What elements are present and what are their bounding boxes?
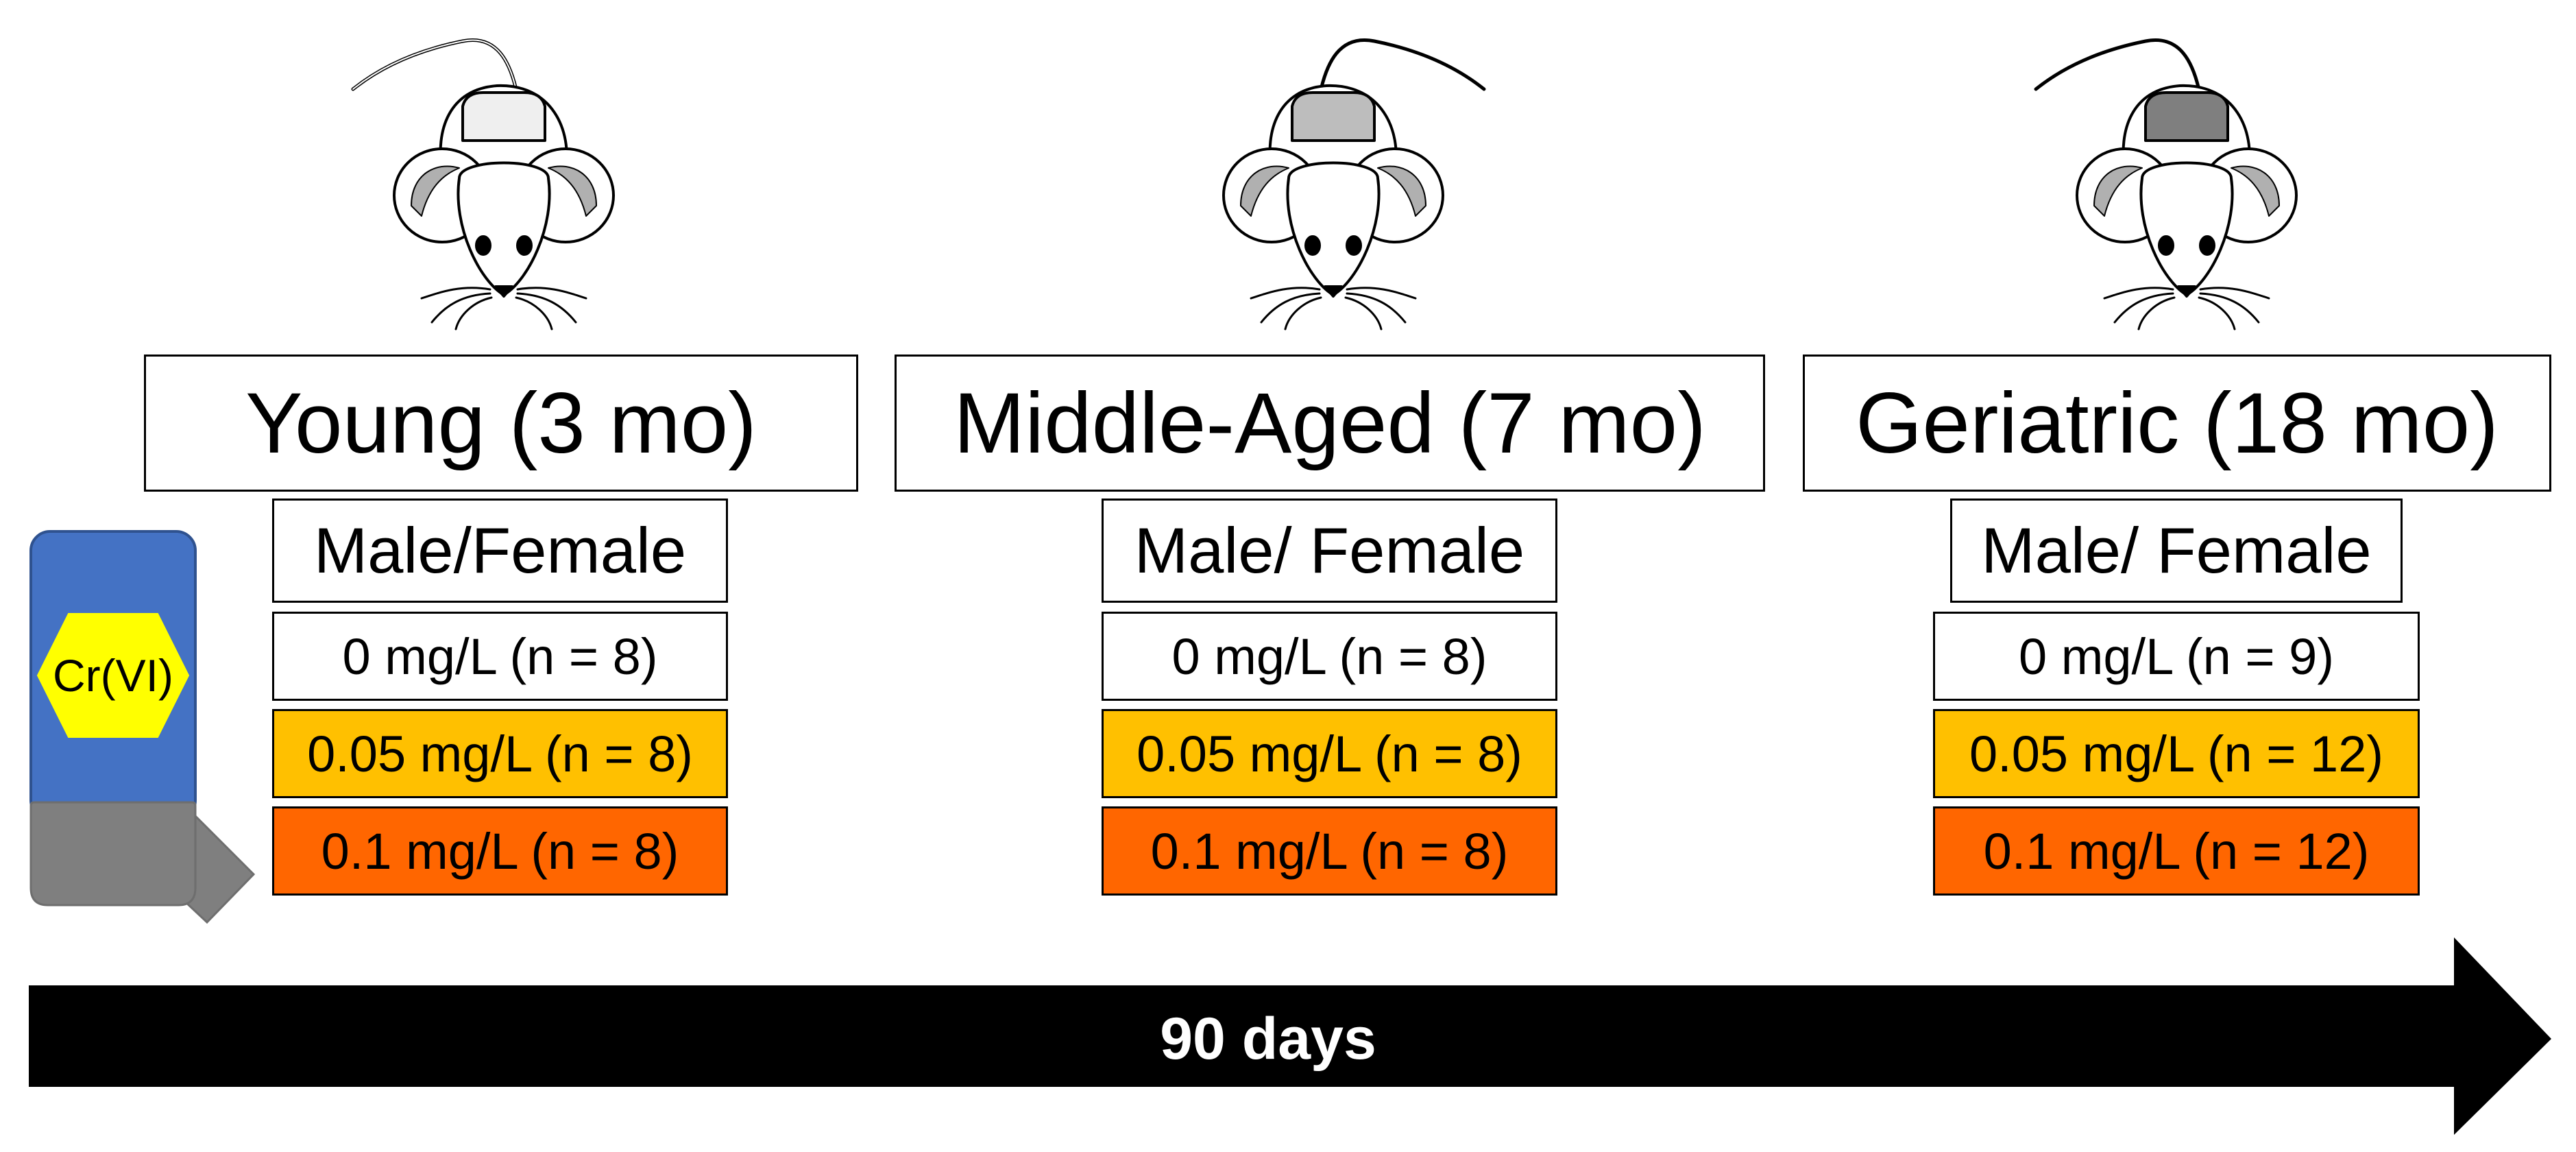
- dose-geriatric-low: 0.05 mg/L (n = 12): [1933, 709, 2420, 798]
- timeline-arrow-icon: [29, 937, 2551, 1135]
- bottle-label: Cr(VI): [53, 650, 173, 701]
- mouse-middle-aged-icon: [1222, 38, 1486, 331]
- dose-middle-aged-low: 0.05 mg/L (n = 8): [1102, 709, 1557, 798]
- group-title-middle-aged: Middle-Aged (7 mo): [895, 355, 1765, 492]
- sex-label-middle-aged: Male/ Female: [1102, 499, 1557, 603]
- dose-young-high: 0.1 mg/L (n = 8): [272, 806, 728, 896]
- water-bottle-icon: [29, 530, 256, 924]
- dose-middle-aged-high: 0.1 mg/L (n = 8): [1102, 806, 1557, 896]
- timeline-label: 90 days: [1160, 1005, 1376, 1072]
- mouse-geriatric-icon: [2034, 38, 2298, 331]
- dose-middle-aged-control: 0 mg/L (n = 8): [1102, 612, 1557, 701]
- sex-label-geriatric: Male/ Female: [1950, 499, 2403, 603]
- group-title-geriatric: Geriatric (18 mo): [1803, 355, 2551, 492]
- dose-young-control: 0 mg/L (n = 8): [272, 612, 728, 701]
- mouse-young-icon: [351, 38, 615, 331]
- dose-geriatric-control: 0 mg/L (n = 9): [1933, 612, 2420, 701]
- dose-geriatric-high: 0.1 mg/L (n = 12): [1933, 806, 2420, 896]
- group-title-young: Young (3 mo): [144, 355, 858, 492]
- sex-label-young: Male/Female: [272, 499, 728, 603]
- dose-young-low: 0.05 mg/L (n = 8): [272, 709, 728, 798]
